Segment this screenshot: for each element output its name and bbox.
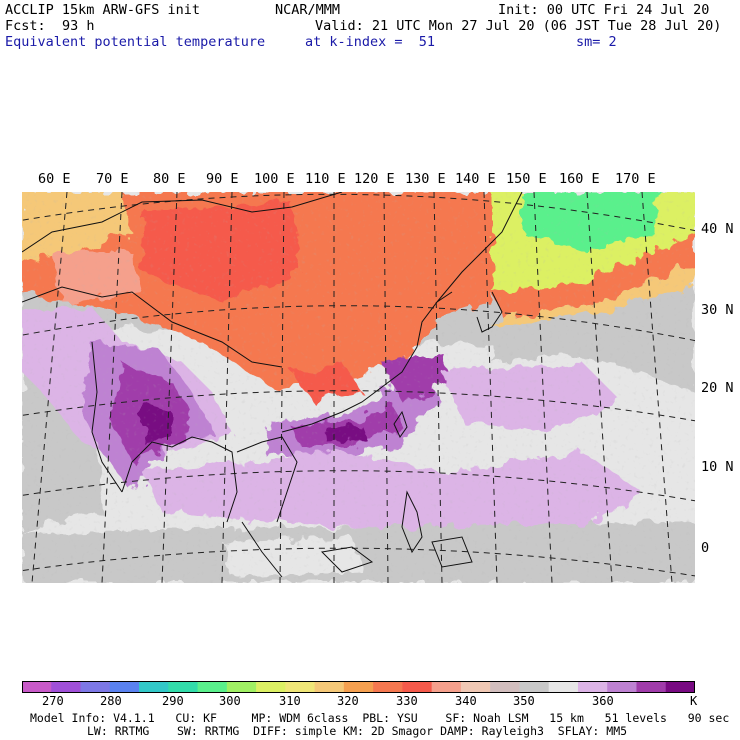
colorbar-swatch xyxy=(197,681,228,693)
lon-label: 70 E xyxy=(96,171,129,187)
lon-label: 170 E xyxy=(615,171,656,187)
lon-label: 150 E xyxy=(506,171,547,187)
colorbar xyxy=(22,681,695,693)
colorbar-swatch xyxy=(519,681,550,693)
colorbar-tick: 320 xyxy=(337,694,359,708)
institution: NCAR/MMM xyxy=(275,2,341,18)
init-time: Init: 00 UTC Fri 24 Jul 20 xyxy=(498,2,710,18)
colorbar-swatch xyxy=(285,681,316,693)
lat-label: 0 xyxy=(701,540,710,556)
model-info-line2: LW: RRTMG SW: RRTMG DIFF: simple KM: 2D … xyxy=(87,724,628,738)
colorbar-swatch xyxy=(109,681,140,693)
colorbar-tick: 350 xyxy=(513,694,535,708)
forecast-hour: 93 h xyxy=(62,18,95,34)
colorbar-swatch xyxy=(168,681,199,693)
lon-label: 90 E xyxy=(206,171,239,187)
valid-time: Valid: 21 UTC Mon 27 Jul 20 (06 JST Tue … xyxy=(315,18,722,34)
vertical-level: at k-index = 51 xyxy=(305,34,436,50)
lat-label: 40 N xyxy=(701,221,734,237)
lon-label: 130 E xyxy=(405,171,446,187)
colorbar-swatch xyxy=(80,681,111,693)
theta-e-field xyxy=(22,192,695,583)
colorbar-swatch xyxy=(490,681,520,693)
colorbar-swatch xyxy=(22,681,52,693)
colorbar-tick: 280 xyxy=(100,694,122,708)
field-name: Equivalent potential temperature xyxy=(5,34,266,50)
colorbar-tick: 340 xyxy=(455,694,477,708)
smoothing: sm= 2 xyxy=(576,34,617,50)
colorbar-unit: K xyxy=(690,694,698,708)
lat-label: 20 N xyxy=(701,380,734,396)
colorbar-swatch xyxy=(548,681,579,693)
colorbar-tick: 300 xyxy=(219,694,241,708)
colorbar-swatch xyxy=(402,681,433,693)
colorbar-tick: 330 xyxy=(396,694,418,708)
colorbar-swatch xyxy=(139,681,169,693)
colorbar-tick: 270 xyxy=(42,694,64,708)
colorbar-swatch xyxy=(256,681,286,693)
colorbar-swatch xyxy=(577,681,608,693)
colorbar-swatch xyxy=(607,681,637,693)
colorbar-tick: 290 xyxy=(162,694,184,708)
colorbar-tick: 310 xyxy=(279,694,301,708)
colorbar-swatch xyxy=(51,681,82,693)
colorbar-swatch xyxy=(373,681,403,693)
model-title: ACCLIP 15km ARW-GFS init xyxy=(5,2,201,18)
model-info-line1: Model Info: V4.1.1 CU: KF MP: WDM 6class… xyxy=(30,711,730,725)
lon-label: 80 E xyxy=(153,171,186,187)
lon-label: 110 E xyxy=(305,171,346,187)
colorbar-swatch xyxy=(665,681,695,693)
lon-label: 100 E xyxy=(254,171,295,187)
colorbar-border xyxy=(22,681,695,693)
colorbar-swatch xyxy=(431,681,462,693)
lon-label: 120 E xyxy=(354,171,395,187)
map-panel xyxy=(22,192,695,583)
lat-label: 30 N xyxy=(701,302,734,318)
lon-label: 160 E xyxy=(559,171,600,187)
colorbar-tick: 360 xyxy=(592,694,614,708)
colorbar-swatch xyxy=(314,681,345,693)
colorbar-swatch xyxy=(226,681,257,693)
lon-label: 60 E xyxy=(38,171,71,187)
colorbar-swatch xyxy=(343,681,374,693)
colorbar-swatch xyxy=(460,681,491,693)
lat-label: 10 N xyxy=(701,459,734,475)
forecast-label: Fcst: xyxy=(5,18,46,34)
colorbar-swatch xyxy=(636,681,667,693)
lon-label: 140 E xyxy=(455,171,496,187)
